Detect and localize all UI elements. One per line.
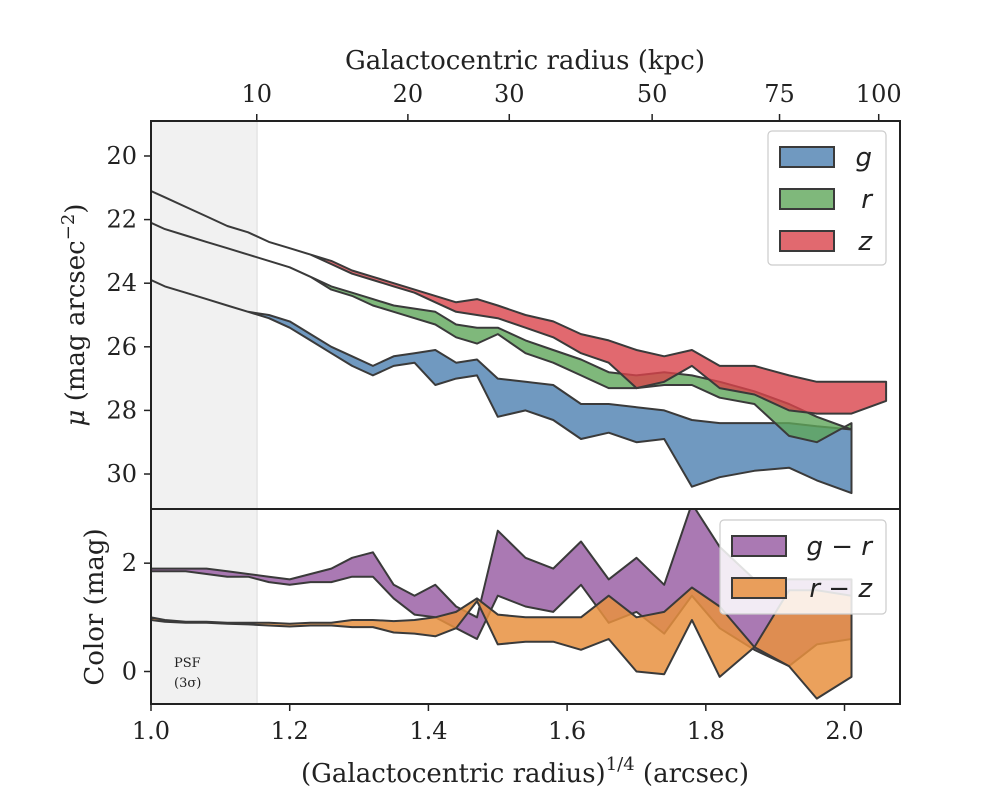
legend-label-g-r: g − r bbox=[806, 532, 874, 562]
top-x-tick-label: 50 bbox=[637, 80, 668, 108]
x-axis-title: (Galactocentric radius)1/4 (arcsec) bbox=[301, 754, 749, 789]
psf-shaded-region-top bbox=[150, 120, 258, 510]
x-tick-label: 1.6 bbox=[548, 717, 586, 745]
band-g bbox=[151, 279, 853, 495]
x-tick-label: 2.0 bbox=[825, 717, 863, 745]
band-z bbox=[151, 190, 888, 415]
y-axis-title-bottom: Color (mag) bbox=[80, 528, 110, 685]
y-axis-title-symbol: μ bbox=[61, 410, 91, 427]
surface-brightness-panel: 20 22 24 26 28 30 10 20 30 50 75 100 grz Galactoce… bbox=[58, 46, 902, 510]
band-r-z bbox=[151, 586, 853, 700]
top-axis-title: Galactocentric radius (kpc) bbox=[345, 46, 705, 76]
band-r bbox=[151, 221, 853, 444]
color-panel: 0 2 1.0 1.2 1.4 1.6 1.8 2.0 g − r r − z PSF (3σ… bbox=[80, 508, 901, 789]
top-x-tick-label: 10 bbox=[241, 80, 272, 108]
legend-swatch-z bbox=[779, 230, 835, 252]
x-tick-label: 1.2 bbox=[271, 717, 309, 745]
x-tick-label: 1.8 bbox=[687, 717, 725, 745]
psf-annotation-line1: PSF bbox=[174, 656, 201, 671]
legend-label-r: r bbox=[861, 185, 874, 215]
y-tick-label: 30 bbox=[106, 460, 137, 488]
y-axis-title-exponent: −2 bbox=[58, 214, 79, 241]
legend-label-g: g bbox=[855, 143, 872, 173]
top-x-tick-label: 100 bbox=[856, 80, 902, 108]
y-tick-label: 2 bbox=[122, 549, 137, 577]
legend-swatch-g bbox=[779, 146, 835, 168]
psf-annotation-line2: (3σ) bbox=[174, 676, 201, 691]
y-axis-title-top: μ (mag arcsec−2) bbox=[58, 204, 91, 427]
top-x-tick-label: 20 bbox=[393, 80, 424, 108]
top-x-tick-label: 75 bbox=[764, 80, 795, 108]
legend-swatch-r-z bbox=[731, 577, 787, 599]
top-x-tick-label: 30 bbox=[494, 80, 525, 108]
y-axis-title-text: (mag arcsec bbox=[61, 240, 91, 409]
x-axis-title-text: (Galactocentric radius) bbox=[301, 759, 606, 789]
x-axis-title-exponent: 1/4 bbox=[606, 754, 635, 775]
y-tick-label: 0 bbox=[122, 658, 137, 686]
y-tick-label: 28 bbox=[106, 396, 137, 424]
y-axis-title-close: ) bbox=[61, 204, 91, 214]
psf-shaded-region-bottom bbox=[150, 508, 258, 705]
y-tick-label: 24 bbox=[106, 269, 137, 297]
legend-swatch-g-r bbox=[731, 535, 787, 557]
x-tick-label: 1.0 bbox=[132, 717, 170, 745]
bottom-panel-frame bbox=[150, 508, 901, 705]
x-axis-title-unit: (arcsec) bbox=[635, 759, 749, 789]
x-tick-label: 1.4 bbox=[409, 717, 447, 745]
legend-swatch-r bbox=[779, 188, 835, 210]
legend-label-z: z bbox=[857, 227, 873, 257]
y-tick-label: 20 bbox=[106, 142, 137, 170]
y-tick-label: 22 bbox=[106, 206, 137, 234]
y-tick-label: 26 bbox=[106, 333, 137, 361]
legend-label-r-z: r − z bbox=[809, 574, 873, 604]
